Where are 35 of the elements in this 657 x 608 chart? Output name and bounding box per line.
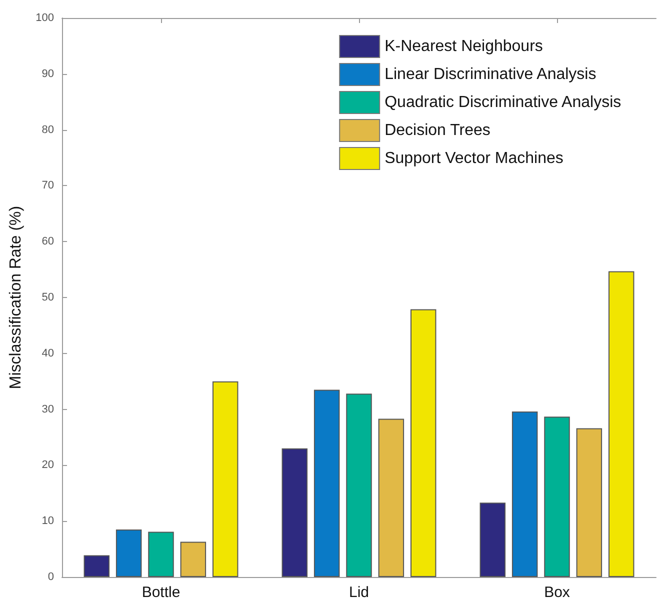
y-tick-label: 0 [48, 571, 54, 583]
legend-label: K-Nearest Neighbours [384, 38, 543, 55]
bar [346, 394, 372, 577]
bar [480, 502, 506, 577]
bar [544, 416, 570, 577]
y-tick-label: 40 [42, 347, 54, 360]
bar [282, 448, 308, 577]
y-tick-label: 20 [42, 459, 54, 472]
y-tick-label: 100 [36, 12, 54, 24]
bar [148, 532, 174, 577]
y-tick-label: 30 [42, 403, 54, 416]
bar [512, 412, 538, 577]
bar [84, 555, 110, 577]
legend-label: Quadratic Discriminative Analysis [384, 94, 622, 111]
y-tick-label: 10 [42, 515, 54, 528]
legend-label: Decision Trees [384, 122, 490, 139]
bar [314, 390, 340, 577]
legend-label: Support Vector Machines [384, 150, 564, 167]
legend-label: Linear Discriminative Analysis [384, 66, 596, 83]
y-tick-label: 90 [42, 68, 54, 80]
bar [180, 542, 206, 577]
bar [212, 381, 238, 577]
y-tick-label: 80 [42, 124, 54, 136]
y-tick-label: 50 [42, 292, 54, 304]
y-axis-title: Misclassification Rate (%) [8, 206, 24, 390]
bar [116, 529, 142, 577]
bar [608, 271, 634, 577]
y-tick-label: 70 [42, 180, 54, 192]
bar [410, 309, 436, 577]
x-tick-label: Bottle [142, 584, 180, 601]
x-tick-label: Lid [348, 584, 370, 601]
bar [576, 428, 602, 577]
bar [378, 418, 404, 577]
x-tick-label: Box [544, 584, 570, 601]
y-tick-label: 60 [42, 236, 54, 248]
